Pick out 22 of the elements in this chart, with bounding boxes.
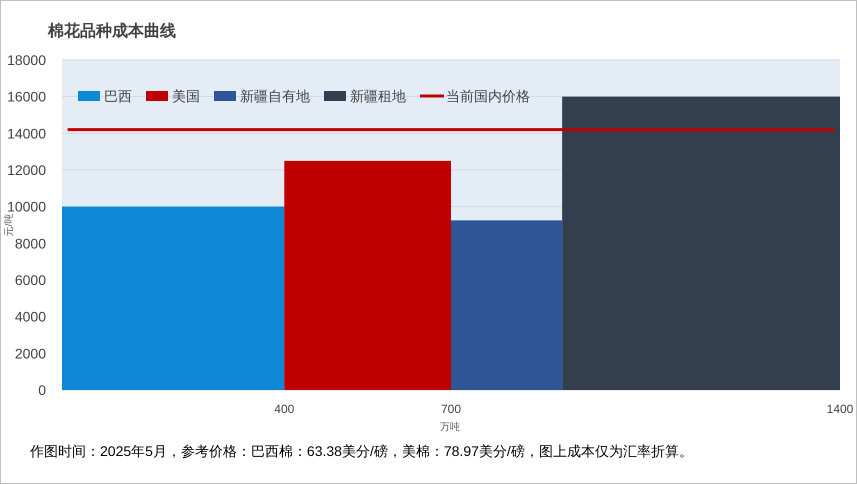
x-axis-title: 万吨	[440, 421, 460, 433]
y-tick-label: 8000	[14, 235, 46, 252]
y-tick-label: 6000	[14, 272, 46, 288]
legend-label: 当前国内价格	[446, 88, 530, 104]
y-tick-label: 10000	[7, 198, 46, 215]
legend-label: 新疆租地	[350, 88, 406, 104]
legend-label: 巴西	[104, 88, 132, 104]
y-tick-label: 2000	[14, 345, 46, 362]
y-tick-label: 14000	[7, 125, 46, 142]
y-tick-label: 12000	[7, 162, 46, 178]
y-tick-label: 0	[38, 382, 46, 398]
x-tick-label: 1400	[826, 402, 854, 416]
y-tick-label: 4000	[14, 308, 46, 325]
y-tick-label: 18000	[7, 52, 46, 68]
x-tick-label: 400	[274, 402, 295, 416]
legend-label: 新疆自有地	[240, 88, 310, 104]
y-axis-title: 元/吨	[3, 214, 15, 236]
chart-title: 棉花品种成本曲线	[47, 22, 176, 40]
legend-label: 美国	[172, 88, 200, 104]
text: 作图时间：2025年5月，参考价格：巴西棉：63.38美分/磅，美棉：78.97美分/磅，图上成本仅为汇率折算。	[29, 443, 693, 459]
x-tick-label: 700	[440, 402, 462, 416]
y-tick-label: 16000	[7, 88, 46, 105]
